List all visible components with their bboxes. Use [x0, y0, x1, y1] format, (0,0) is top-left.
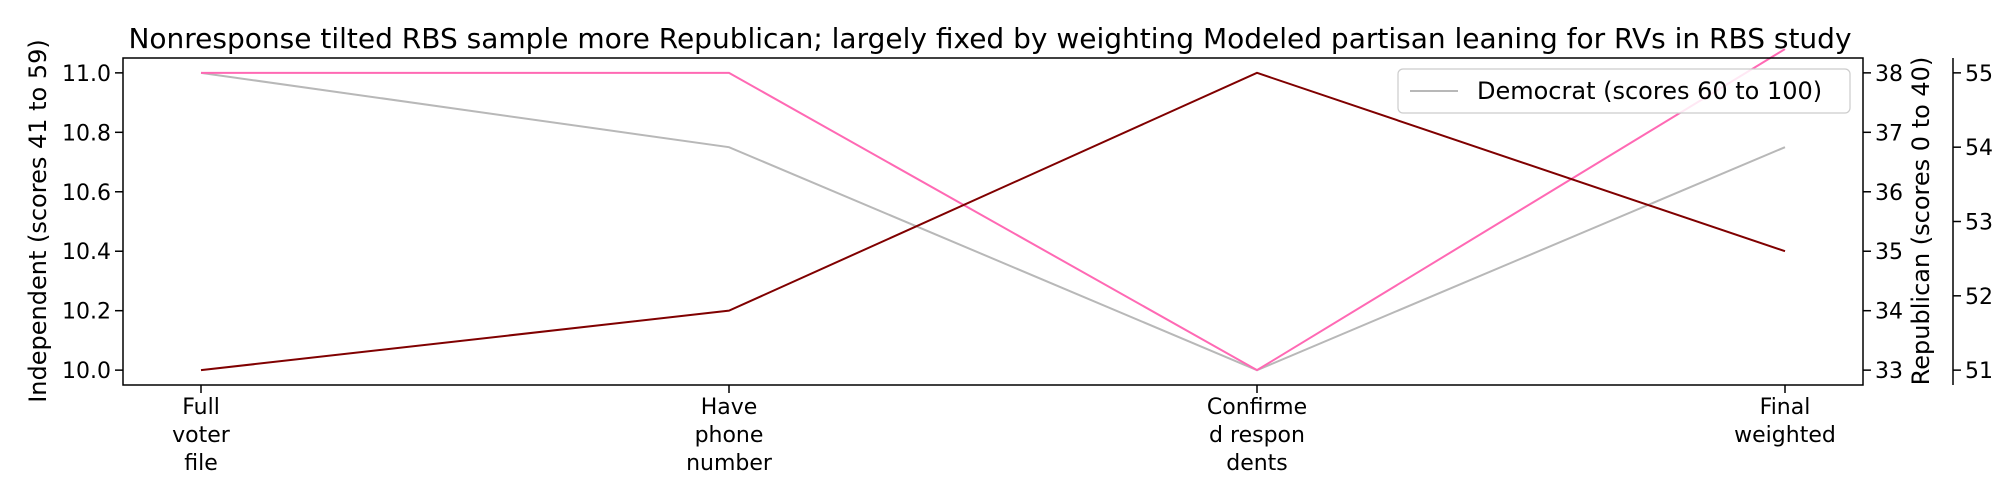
x-tick-label: file	[184, 451, 218, 476]
x-tick-label: Full	[182, 395, 220, 420]
x-tick-label: Have	[701, 395, 758, 420]
right1-tick-label: 37	[1875, 121, 1903, 146]
x-tick-label: dents	[1226, 451, 1288, 476]
left-axis: 10.0 10.2 10.4 10.6 10.8 11.0	[62, 62, 123, 384]
right1-tick-label: 35	[1875, 240, 1903, 265]
right2-tick-label: 52	[1965, 285, 1993, 310]
x-tick-label: Final	[1760, 395, 1811, 420]
left-tick-label: 10.0	[62, 359, 111, 384]
chart-title: Nonresponse tilted RBS sample more Repub…	[128, 22, 1851, 55]
left-tick-label: 10.2	[62, 300, 111, 325]
right2-tick-label: 55	[1965, 62, 1993, 87]
x-tick-label: phone	[695, 423, 764, 448]
series-line-right1	[201, 48, 1786, 372]
legend: Democrat (scores 60 to 100)	[1397, 68, 1851, 114]
left-tick-label: 11.0	[62, 62, 111, 87]
legend-label-democrat: Democrat (scores 60 to 100)	[1477, 77, 1822, 105]
right2-tick-label: 53	[1965, 211, 1993, 236]
series-layer	[200, 48, 1786, 372]
right2-tick-label: 54	[1965, 136, 1993, 161]
legend-box	[1397, 68, 1851, 114]
x-tick-label: number	[686, 451, 773, 476]
right-axis-republican: 33 34 35 36 37 38	[1863, 62, 1903, 384]
right1-tick-label: 36	[1875, 181, 1903, 206]
left-tick-label: 10.4	[62, 240, 111, 265]
plot-frame	[122, 57, 1864, 386]
right-axis-label: Republican (scores 0 to 40)	[1907, 57, 1935, 386]
x-tick-label: Confirme	[1207, 395, 1307, 420]
x-axis: Full voter file Have phone number Confirme d re…	[172, 385, 1836, 476]
right2-tick-label: 51	[1965, 359, 1993, 384]
right1-tick-label: 38	[1875, 62, 1903, 87]
left-tick-label: 10.8	[62, 121, 111, 146]
right-axis-democrat: 51 52 53 54 55	[1952, 58, 1993, 385]
right1-tick-label: 34	[1875, 300, 1903, 325]
series-line-right2	[200, 71, 1786, 372]
left-tick-label: 10.6	[62, 181, 111, 206]
x-tick-label: d respon	[1209, 423, 1305, 448]
x-tick-label: weighted	[1734, 423, 1836, 448]
x-tick-label: voter	[172, 423, 231, 448]
right1-tick-label: 33	[1875, 359, 1903, 384]
series-line-left	[200, 71, 1786, 372]
left-axis-label: Independent (scores 41 to 59)	[24, 39, 52, 403]
